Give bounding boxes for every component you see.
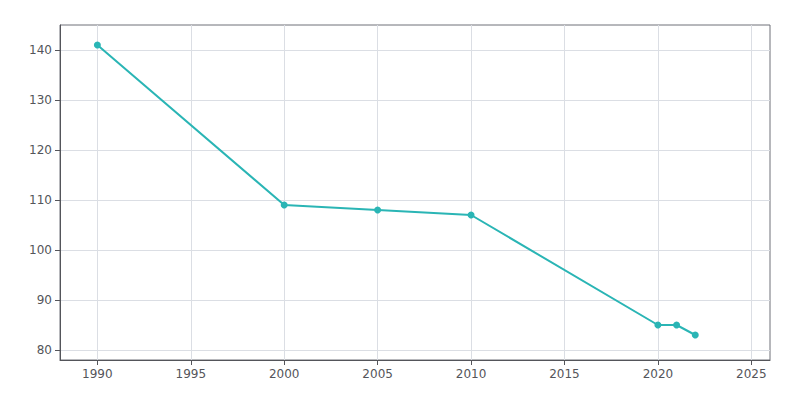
svg-text:120: 120	[29, 143, 52, 157]
svg-text:100: 100	[29, 243, 52, 257]
svg-text:2015: 2015	[549, 367, 580, 381]
svg-text:1995: 1995	[176, 367, 207, 381]
svg-text:1990: 1990	[82, 367, 113, 381]
svg-text:110: 110	[29, 193, 52, 207]
svg-text:2025: 2025	[736, 367, 767, 381]
svg-text:130: 130	[29, 93, 52, 107]
svg-text:2010: 2010	[456, 367, 487, 381]
svg-text:90: 90	[37, 293, 52, 307]
svg-text:2000: 2000	[269, 367, 300, 381]
svg-text:2005: 2005	[362, 367, 393, 381]
svg-text:140: 140	[29, 43, 52, 57]
svg-text:2020: 2020	[643, 367, 674, 381]
svg-text:80: 80	[37, 343, 52, 357]
